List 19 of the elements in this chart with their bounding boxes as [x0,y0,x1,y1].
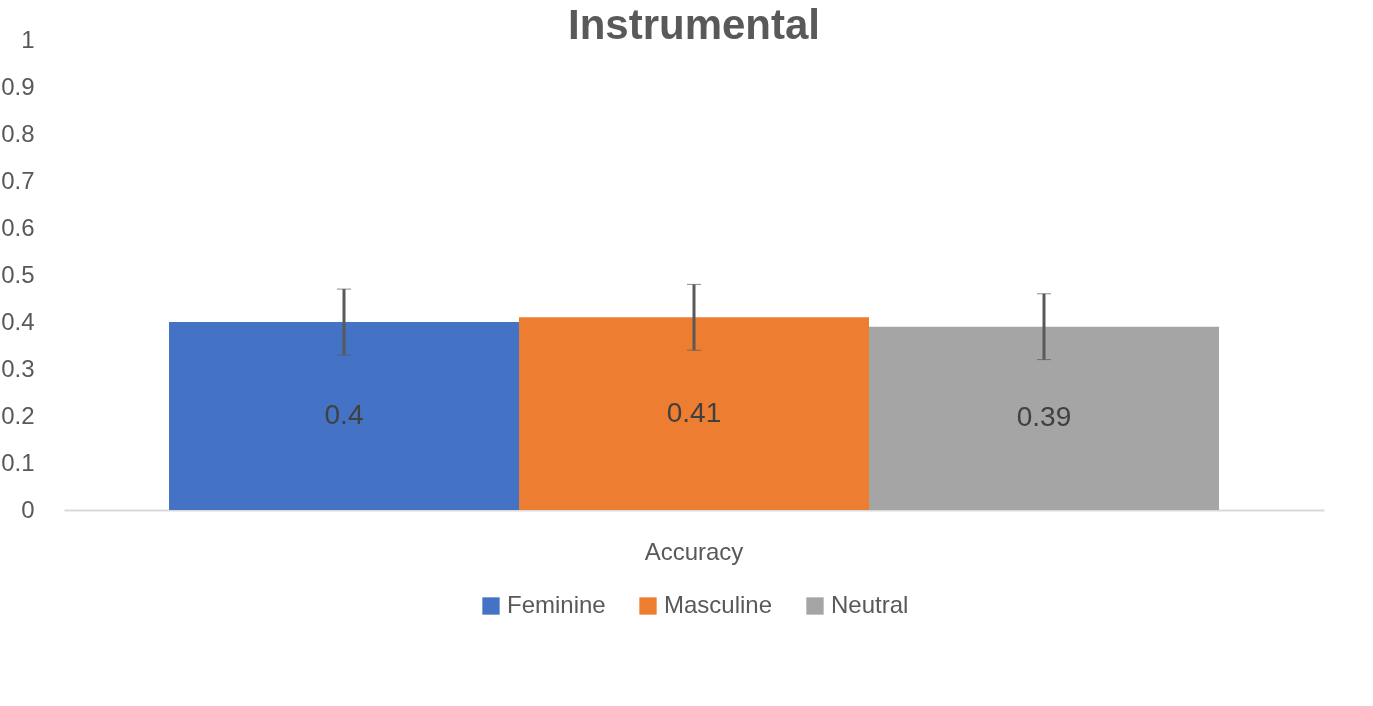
legend-label: Neutral [831,591,909,618]
y-tick-label: 0.2 [1,401,35,429]
y-tick-label: 0.5 [1,260,35,288]
y-tick-label: 1 [21,25,35,53]
chart-title: Instrumental [567,1,821,48]
y-tick-label: 0.3 [1,354,35,382]
y-tick-label: 0.1 [1,448,35,476]
y-tick-label: 0.7 [1,166,35,194]
data-label: 0.4 [324,399,364,430]
y-tick-label: 0.9 [1,72,35,100]
data-label: 0.41 [666,396,722,428]
legend-label: Feminine [507,591,606,618]
y-tick-label: 0.8 [1,119,35,147]
x-tick-label: Accuracy [644,537,744,565]
y-tick-label: 0 [21,495,35,523]
y-tick-label: 0.4 [1,307,35,335]
legend-label: Masculine [664,591,773,618]
y-tick-label: 0.6 [1,213,35,241]
data-label: 0.39 [1016,401,1072,433]
